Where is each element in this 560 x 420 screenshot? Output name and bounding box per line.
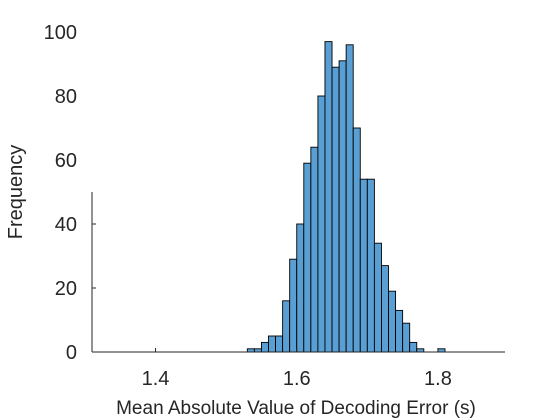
histogram-bar <box>367 179 374 352</box>
y-tick-label: 100 <box>44 22 77 44</box>
y-tick-label: 20 <box>55 278 77 300</box>
histogram-bar <box>325 42 332 352</box>
y-tick-label: 0 <box>66 342 77 364</box>
histogram-bar <box>311 147 318 352</box>
histogram-bar <box>297 224 304 352</box>
histogram-bar <box>396 310 403 352</box>
histogram-bar <box>283 301 290 352</box>
histogram-bar <box>360 179 367 352</box>
y-tick-label: 80 <box>55 86 77 108</box>
histogram-bar <box>381 266 388 352</box>
histogram-bar <box>276 336 283 352</box>
histogram-bar <box>339 61 346 352</box>
x-tick-label: 1.4 <box>142 368 170 390</box>
histogram-bar <box>269 336 276 352</box>
histogram-bar <box>332 67 339 352</box>
x-tick-label: 1.8 <box>424 368 452 390</box>
histogram-bar <box>318 96 325 352</box>
histogram-bar <box>290 259 297 352</box>
histogram-bar <box>346 45 353 352</box>
histogram-bar <box>353 128 360 352</box>
y-tick-label: 60 <box>55 150 77 172</box>
y-tick-label: 40 <box>55 214 77 236</box>
x-axis-label: Mean Absolute Value of Decoding Error (s… <box>116 398 476 419</box>
bars-layer <box>247 42 445 352</box>
histogram-bar <box>261 342 268 352</box>
histogram-bar <box>410 342 417 352</box>
histogram-bar <box>403 323 410 352</box>
histogram-bar <box>389 291 396 352</box>
histogram-bar <box>374 243 381 352</box>
x-tick-label: 1.6 <box>283 368 311 390</box>
y-axis-label: Frequency <box>5 145 27 240</box>
histogram-bar <box>304 163 311 352</box>
